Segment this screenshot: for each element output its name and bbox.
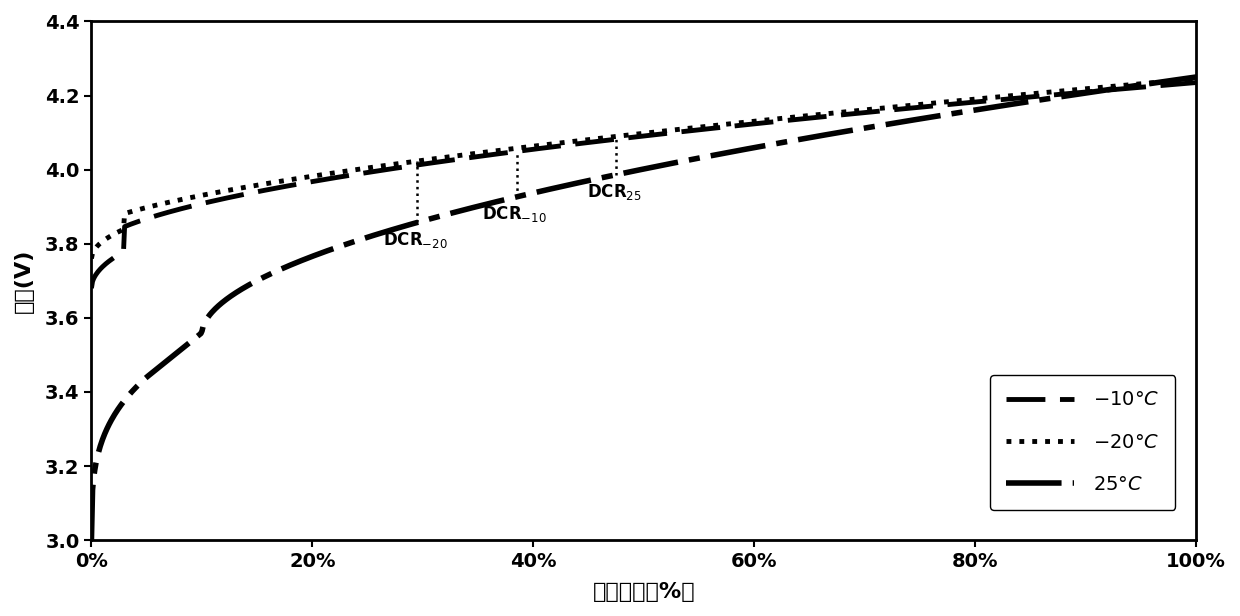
$25°C$	[197, 320, 212, 327]
$-20°C$	[966, 95, 981, 103]
Y-axis label: 电压(V): 电压(V)	[14, 249, 33, 313]
$25°C$	[843, 127, 858, 134]
Line: $-20°C$: $-20°C$	[92, 79, 1197, 259]
X-axis label: 荷电状态（%）: 荷电状态（%）	[593, 582, 696, 602]
$25°C$	[1189, 73, 1204, 81]
$25°C$	[84, 537, 99, 544]
$-20°C$	[570, 137, 585, 145]
$-10°C$	[197, 200, 212, 207]
Line: $25°C$: $25°C$	[92, 77, 1197, 540]
Text: DCR$_{-10}$: DCR$_{-10}$	[482, 204, 547, 224]
$25°C$	[966, 107, 981, 114]
$25°C$	[570, 179, 585, 187]
Legend: $-10°C$, $-20°C$, $25°C$: $-10°C$, $-20°C$, $25°C$	[991, 375, 1176, 509]
$25°C$	[945, 110, 960, 117]
$-20°C$	[531, 142, 546, 149]
Text: DCR$_{25}$: DCR$_{25}$	[587, 182, 641, 202]
$-10°C$	[966, 99, 981, 106]
$-20°C$	[84, 255, 99, 262]
$-20°C$	[945, 97, 960, 105]
Line: $-10°C$: $-10°C$	[92, 83, 1197, 288]
$-20°C$	[843, 108, 858, 115]
$-10°C$	[570, 140, 585, 147]
$-10°C$	[1189, 79, 1204, 86]
Text: DCR$_{-20}$: DCR$_{-20}$	[383, 230, 448, 249]
$-20°C$	[197, 191, 212, 198]
$-10°C$	[945, 100, 960, 108]
$-10°C$	[843, 110, 858, 118]
$-10°C$	[531, 145, 546, 152]
$25°C$	[531, 188, 546, 195]
$-10°C$	[84, 285, 99, 292]
$-20°C$	[1189, 75, 1204, 83]
